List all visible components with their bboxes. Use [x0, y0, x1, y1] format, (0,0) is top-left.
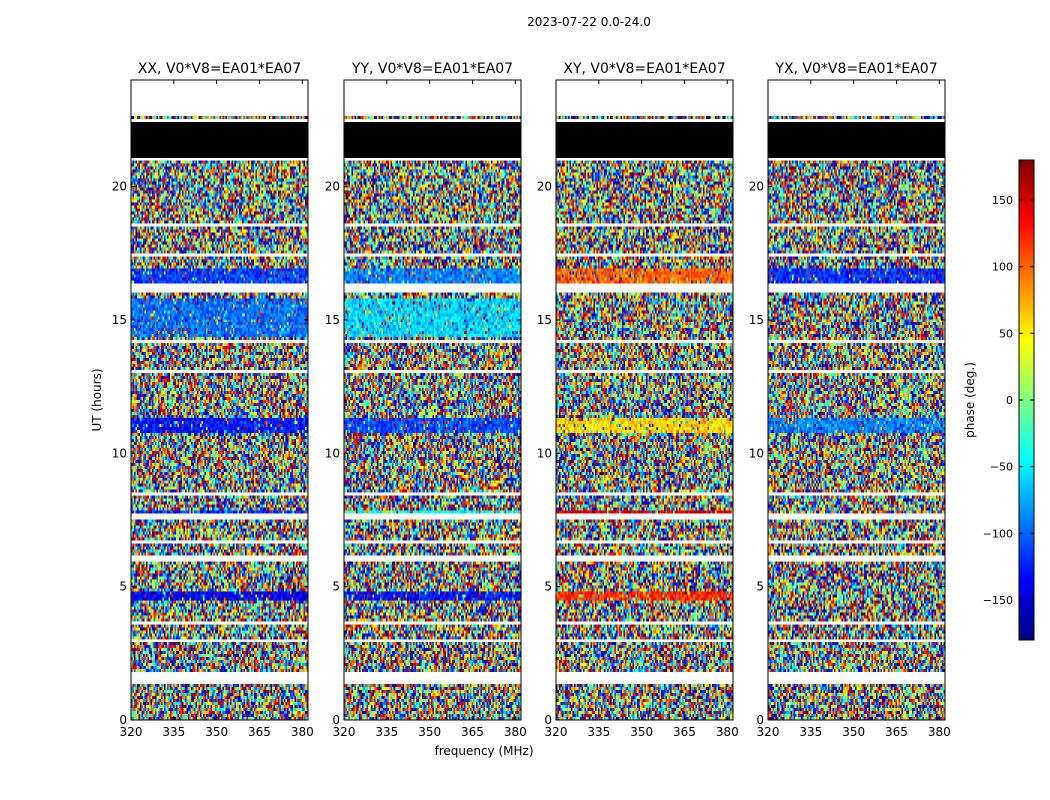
panel-frame: [343, 79, 522, 721]
phase-waterfall: [556, 80, 733, 720]
colorbar-tick-label: −100: [983, 527, 1013, 540]
colorbar-tick-label: 150: [992, 194, 1013, 207]
y-tick-label: 5: [332, 580, 340, 594]
y-tick-label: 15: [325, 313, 340, 327]
y-tick-label: 10: [325, 446, 340, 460]
x-tick-label: 335: [799, 725, 822, 739]
colorbar: −150 −100 −50 0 50 100 150: [983, 159, 1035, 641]
x-tick-label: 365: [248, 725, 271, 739]
panel-yx: YX, V0*V8=EA01*EA07 320 335 350 365 380 0 5 10 15…: [749, 61, 951, 739]
y-tick-label: 20: [112, 180, 127, 194]
panel-frame: [130, 79, 309, 721]
phase-waterfall: [768, 80, 945, 720]
panels: XX, V0*V8=EA01*EA07 320 335 350 365 380 0 5 10 15…: [112, 61, 951, 739]
panel-title: YX, V0*V8=EA01*EA07: [774, 61, 937, 77]
panel-title: XY, V0*V8=EA01*EA07: [563, 61, 725, 77]
x-tick-label: 350: [205, 725, 228, 739]
y-tick-label: 0: [119, 713, 127, 727]
x-tick-label: 320: [333, 725, 356, 739]
y-tick-label: 20: [325, 180, 340, 194]
y-tick-label: 0: [756, 713, 764, 727]
phase-waterfall: [344, 80, 521, 720]
x-tick-label: 320: [757, 725, 780, 739]
colorbar-tick-label: 100: [992, 261, 1013, 274]
x-tick-label: 380: [716, 725, 739, 739]
x-tick-label: 320: [120, 725, 143, 739]
colorbar-tick-label: −150: [983, 594, 1013, 607]
panel-title: XX, V0*V8=EA01*EA07: [138, 61, 301, 77]
figure-suptitle: 2023-07-22 0.0-24.0: [527, 15, 651, 29]
x-tick-label: 335: [587, 725, 610, 739]
panel-xx: XX, V0*V8=EA01*EA07 320 335 350 365 380 0 5 10 15…: [112, 61, 314, 739]
y-tick-label: 15: [749, 313, 764, 327]
panel-title: YY, V0*V8=EA01*EA07: [351, 61, 513, 77]
y-tick-label: 5: [756, 580, 764, 594]
x-tick-label: 380: [291, 725, 314, 739]
x-tick-label: 350: [418, 725, 441, 739]
x-tick-label: 350: [630, 725, 653, 739]
x-tick-label: 365: [461, 725, 484, 739]
y-tick-label: 15: [537, 313, 552, 327]
y-tick-label: 10: [749, 446, 764, 460]
x-tick-label: 365: [885, 725, 908, 739]
colorbar-tick-label: −50: [990, 461, 1013, 474]
y-tick-label: 10: [537, 446, 552, 460]
colorbar-label: phase (deg.): [963, 362, 977, 438]
x-axis-label: frequency (MHz): [434, 744, 533, 758]
colorbar-tick-label: 50: [999, 327, 1013, 340]
x-tick-label: 380: [928, 725, 951, 739]
colorbar-tick-label: 0: [1006, 394, 1013, 407]
y-tick-label: 5: [119, 580, 127, 594]
y-tick-label: 15: [112, 313, 127, 327]
x-tick-label: 365: [673, 725, 696, 739]
x-tick-label: 335: [162, 725, 185, 739]
x-tick-label: 350: [842, 725, 865, 739]
panel-xy: XY, V0*V8=EA01*EA07 320 335 350 365 380 0 5 10 15…: [537, 61, 739, 739]
x-tick-label: 335: [375, 725, 398, 739]
panel-frame: [767, 79, 946, 721]
y-tick-label: 5: [544, 580, 552, 594]
y-tick-label: 10: [112, 446, 127, 460]
y-tick-label: 0: [332, 713, 340, 727]
x-tick-label: 320: [545, 725, 568, 739]
y-tick-label: 20: [749, 180, 764, 194]
y-axis-label: UT (hours): [90, 368, 104, 431]
x-tick-label: 380: [504, 725, 527, 739]
y-tick-label: 20: [537, 180, 552, 194]
y-tick-label: 0: [544, 713, 552, 727]
panel-frame: [555, 79, 734, 721]
phase-waterfall: [131, 80, 308, 720]
panel-yy: YY, V0*V8=EA01*EA07 320 335 350 365 380 0 5 10 15…: [325, 61, 527, 739]
